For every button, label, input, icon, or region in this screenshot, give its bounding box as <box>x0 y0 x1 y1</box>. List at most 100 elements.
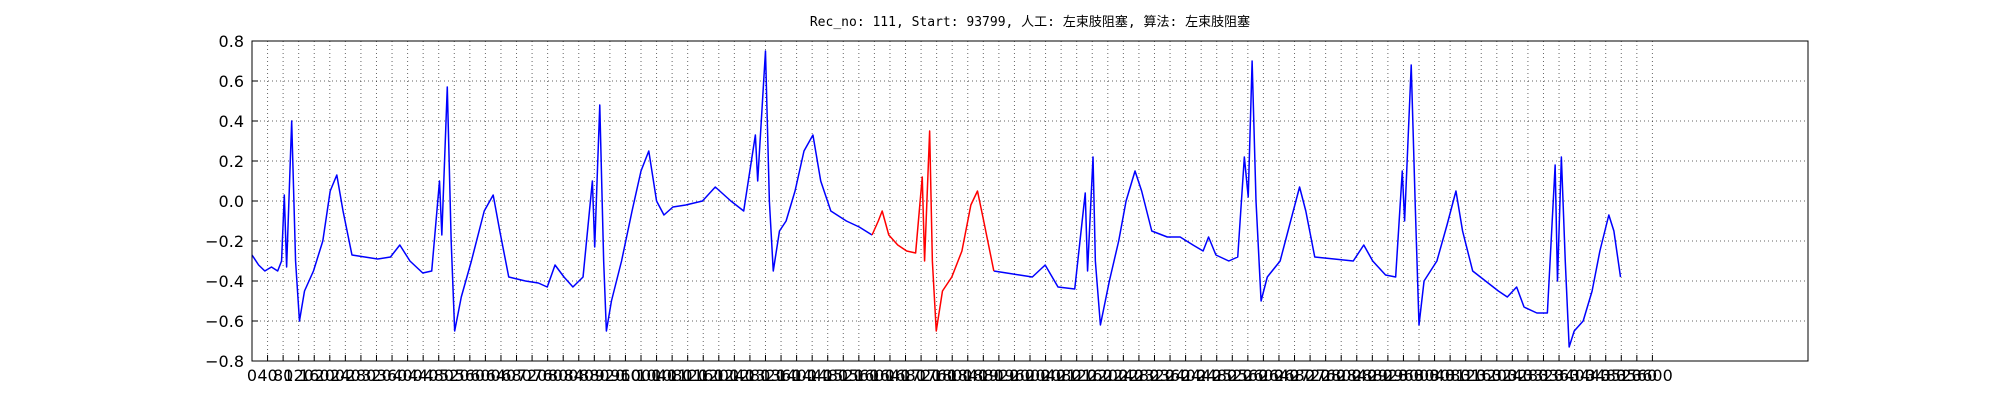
x-tick-label: 480 <box>423 366 454 385</box>
x-tick-label: 3320 <box>1523 366 1564 385</box>
x-tick-label: 1640 <box>870 366 911 385</box>
x-tick-label: 1920 <box>979 366 1020 385</box>
x-tick-label: 2240 <box>1103 366 1144 385</box>
x-tick-label: 2120 <box>1056 366 1097 385</box>
x-tick-label: 1840 <box>947 366 988 385</box>
x-tick-label: 2960 <box>1383 366 1424 385</box>
x-tick-label: 1360 <box>761 366 802 385</box>
x-tick-label: 2640 <box>1259 366 1300 385</box>
x-tick-label: 1120 <box>667 366 708 385</box>
x-tick-label: 2400 <box>1165 366 1206 385</box>
x-tick-label: 1800 <box>932 366 973 385</box>
x-tick-label: 320 <box>361 366 392 385</box>
y-tick-label: 0.2 <box>219 152 244 171</box>
x-tick-label: 2320 <box>1134 366 1175 385</box>
x-tick-label: 880 <box>579 366 610 385</box>
x-tick-label: 2520 <box>1212 366 1253 385</box>
x-tick-label: 2680 <box>1274 366 1315 385</box>
x-tick-label: 1760 <box>916 366 957 385</box>
x-tick-label: 3000 <box>1399 366 1440 385</box>
x-tick-label: 600 <box>470 366 501 385</box>
y-tick-label: −0.6 <box>205 312 244 331</box>
ecg-line <box>871 130 995 332</box>
x-tick-label: 920 <box>595 366 626 385</box>
x-tick-label: 200 <box>315 366 346 385</box>
x-tick-label: 1560 <box>838 366 879 385</box>
x-tick-label: 2080 <box>1041 366 1082 385</box>
x-tick-label: 80 <box>273 366 293 385</box>
x-tick-label: 2000 <box>1010 366 1051 385</box>
x-tick-label: 2480 <box>1196 366 1237 385</box>
x-tick-label: 680 <box>501 366 532 385</box>
x-tick-label: 2200 <box>1087 366 1128 385</box>
x-tick-label: 1400 <box>776 366 817 385</box>
x-tick-label: 2760 <box>1305 366 1346 385</box>
x-tick-label: 1440 <box>792 366 833 385</box>
y-tick-label: −0.4 <box>205 272 244 291</box>
y-tick-label: −0.2 <box>205 232 244 251</box>
x-tick-label: 2800 <box>1321 366 1362 385</box>
x-tick-label: 1720 <box>901 366 942 385</box>
x-tick-label: 560 <box>455 366 486 385</box>
x-tick-label: 3040 <box>1414 366 1455 385</box>
x-tick-label: 1600 <box>854 366 895 385</box>
x-tick-label: 1320 <box>745 366 786 385</box>
x-tick-label: 3280 <box>1508 366 1549 385</box>
x-tick-label: 1520 <box>823 366 864 385</box>
x-tick-label: 3360 <box>1539 366 1580 385</box>
x-tick-label: 2360 <box>1150 366 1191 385</box>
x-tick-label: 3480 <box>1585 366 1626 385</box>
x-tick-label: 1960 <box>994 366 1035 385</box>
x-tick-label: 800 <box>548 366 579 385</box>
x-tick-label: 40 <box>257 366 277 385</box>
x-tick-label: 3560 <box>1616 366 1657 385</box>
x-tick-label: 240 <box>330 366 361 385</box>
x-tick-label: 160 <box>299 366 330 385</box>
x-tick-label: 1200 <box>698 366 739 385</box>
x-tick-label: 360 <box>377 366 408 385</box>
x-tick-label: 3600 <box>1632 366 1673 385</box>
x-tick-label: 3440 <box>1570 366 1611 385</box>
x-tick-label: 2720 <box>1290 366 1331 385</box>
x-tick-label: 760 <box>532 366 563 385</box>
x-tick-label: 1480 <box>807 366 848 385</box>
plot-frame <box>251 40 1809 362</box>
y-tick-label: 0.0 <box>219 192 244 211</box>
x-tick-label: 1880 <box>963 366 1004 385</box>
x-tick-label: 2440 <box>1181 366 1222 385</box>
x-tick-label: 280 <box>346 366 377 385</box>
x-tick-label: 3080 <box>1430 366 1471 385</box>
x-tick-label: 0 <box>247 366 257 385</box>
x-tick-label: 1160 <box>683 366 724 385</box>
x-tick-label: 2920 <box>1368 366 1409 385</box>
x-tick-label: 2040 <box>1025 366 1066 385</box>
x-tick-label: 2880 <box>1352 366 1393 385</box>
chart-title: Rec_no: 111, Start: 93799, 人工: 左束肢阻塞, 算法… <box>810 14 1250 30</box>
y-tick-label: 0.6 <box>219 72 244 91</box>
x-tick-label: 3400 <box>1554 366 1595 385</box>
x-tick-label: 440 <box>408 366 439 385</box>
x-tick-label: 2160 <box>1072 366 1113 385</box>
y-tick-label: 0.4 <box>219 112 244 131</box>
ecg-line <box>251 50 1622 348</box>
x-tick-label: 3120 <box>1445 366 1486 385</box>
x-tick-label: 1240 <box>714 366 755 385</box>
x-tick-label: 1080 <box>652 366 693 385</box>
x-tick-label: 1280 <box>730 366 771 385</box>
x-tick-label: 520 <box>439 366 470 385</box>
x-tick-label: 960 <box>610 366 641 385</box>
x-tick-label: 2560 <box>1227 366 1268 385</box>
y-tick-label: 0.8 <box>219 32 244 51</box>
x-tick-label: 1000 <box>621 366 662 385</box>
x-tick-label: 3240 <box>1492 366 1533 385</box>
y-tick-label: −0.8 <box>205 352 244 371</box>
x-tick-label: 2840 <box>1336 366 1377 385</box>
x-tick-label: 3520 <box>1601 366 1642 385</box>
x-tick-label: 3160 <box>1461 366 1502 385</box>
x-tick-label: 3200 <box>1476 366 1517 385</box>
x-tick-label: 2280 <box>1119 366 1160 385</box>
